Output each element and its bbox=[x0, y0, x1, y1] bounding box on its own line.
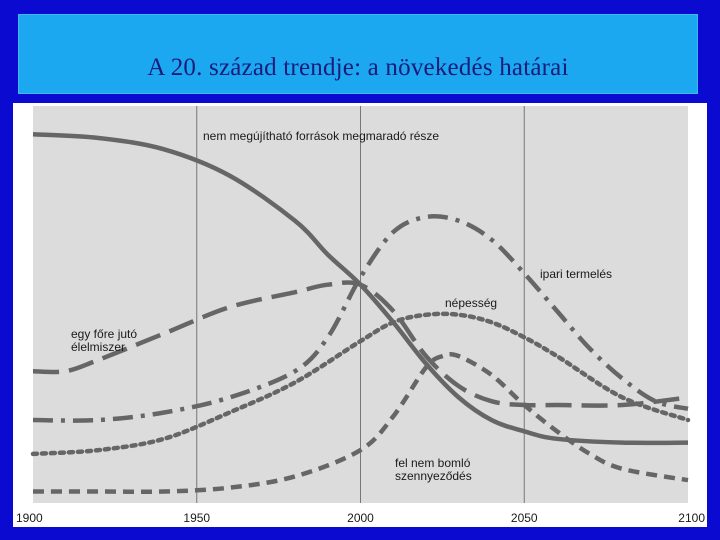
x-tick-2000: 2000 bbox=[347, 511, 374, 525]
chart-panel: nem megújítható források megmaradó része… bbox=[13, 103, 707, 527]
label-food-line2: élelmiszer bbox=[71, 340, 125, 354]
slide-title-bar: A 20. század trendje: a növekedés határa… bbox=[18, 14, 698, 94]
label-food: egy főre jutó bbox=[71, 327, 137, 341]
x-tick-1950: 1950 bbox=[183, 511, 210, 525]
chart-svg: nem megújítható források megmaradó része… bbox=[16, 106, 705, 525]
x-tick-2100: 2100 bbox=[678, 511, 705, 525]
series-population bbox=[30, 311, 691, 457]
label-pollution: fel nem bomló bbox=[395, 456, 471, 470]
label-population: népesség bbox=[445, 296, 497, 310]
series-pollution bbox=[33, 351, 689, 495]
x-tick-1900: 1900 bbox=[16, 511, 43, 525]
label-industry: ipari termelés bbox=[540, 267, 612, 281]
slide-title: A 20. század trendje: a növekedés határa… bbox=[147, 54, 569, 81]
label-resources: nem megújítható források megmaradó része bbox=[203, 129, 439, 143]
x-tick-2050: 2050 bbox=[511, 511, 538, 525]
label-pollution-line2: szennyeződés bbox=[395, 469, 472, 483]
series-industry bbox=[32, 214, 689, 423]
